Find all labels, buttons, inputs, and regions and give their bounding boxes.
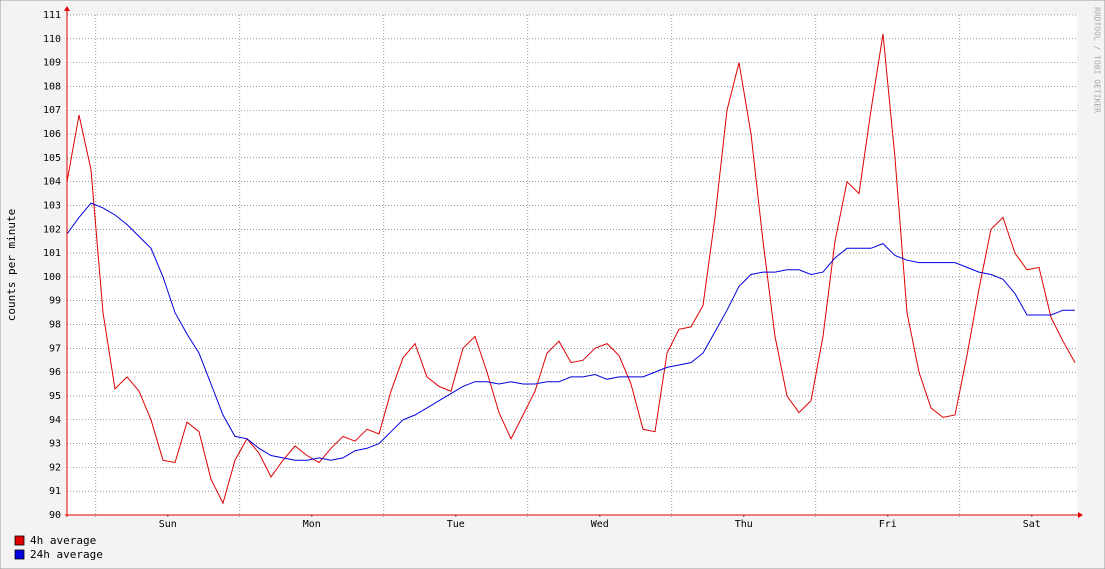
y-tick-label: 108	[43, 81, 61, 92]
y-tick-label: 97	[49, 343, 61, 354]
x-tick-label: Thu	[735, 519, 753, 530]
watermark: RRDTOOL / TOBI OETIKER	[1093, 7, 1102, 113]
series-line	[66, 202, 1075, 461]
y-tick-label: 105	[43, 153, 61, 164]
y-tick-label: 111	[43, 10, 61, 21]
y-tick-label: 92	[49, 462, 61, 473]
y-tick-label: 100	[43, 272, 61, 283]
x-tick-label: Wed	[591, 519, 609, 530]
series-line	[66, 33, 1076, 505]
y-tick-label: 106	[43, 129, 61, 140]
y-tick-label: 110	[43, 34, 61, 45]
y-tick-label: 90	[49, 510, 61, 521]
y-axis-label: counts per minute	[5, 209, 18, 322]
legend-swatch	[14, 549, 25, 560]
y-tick-label: 99	[49, 296, 61, 307]
y-tick-label: 94	[49, 415, 61, 426]
y-tick-label: 103	[43, 200, 61, 211]
y-axis-arrow	[64, 6, 70, 11]
y-tick-label: 98	[49, 320, 61, 331]
legend-swatch	[14, 535, 25, 546]
y-tick-label: 96	[49, 367, 61, 378]
y-tick-label: 102	[43, 224, 61, 235]
y-tick-label: 95	[49, 391, 61, 402]
y-tick-label: 91	[49, 486, 61, 497]
x-tick-label: Mon	[303, 519, 321, 530]
y-tick-label: 109	[43, 58, 61, 69]
legend-label: 4h average	[30, 534, 96, 547]
legend-label: 24h average	[30, 548, 103, 561]
y-tick-label: 93	[49, 439, 61, 450]
x-axis-arrow	[1078, 512, 1083, 518]
x-tick-label: Tue	[447, 519, 465, 530]
x-tick-label: Sun	[159, 519, 177, 530]
y-tick-label: 107	[43, 105, 61, 116]
x-tick-label: Fri	[879, 519, 897, 530]
y-tick-label: 104	[43, 177, 61, 188]
y-tick-label: 101	[43, 248, 61, 259]
plot-area	[67, 15, 1077, 515]
x-tick-label: Sat	[1023, 519, 1041, 530]
